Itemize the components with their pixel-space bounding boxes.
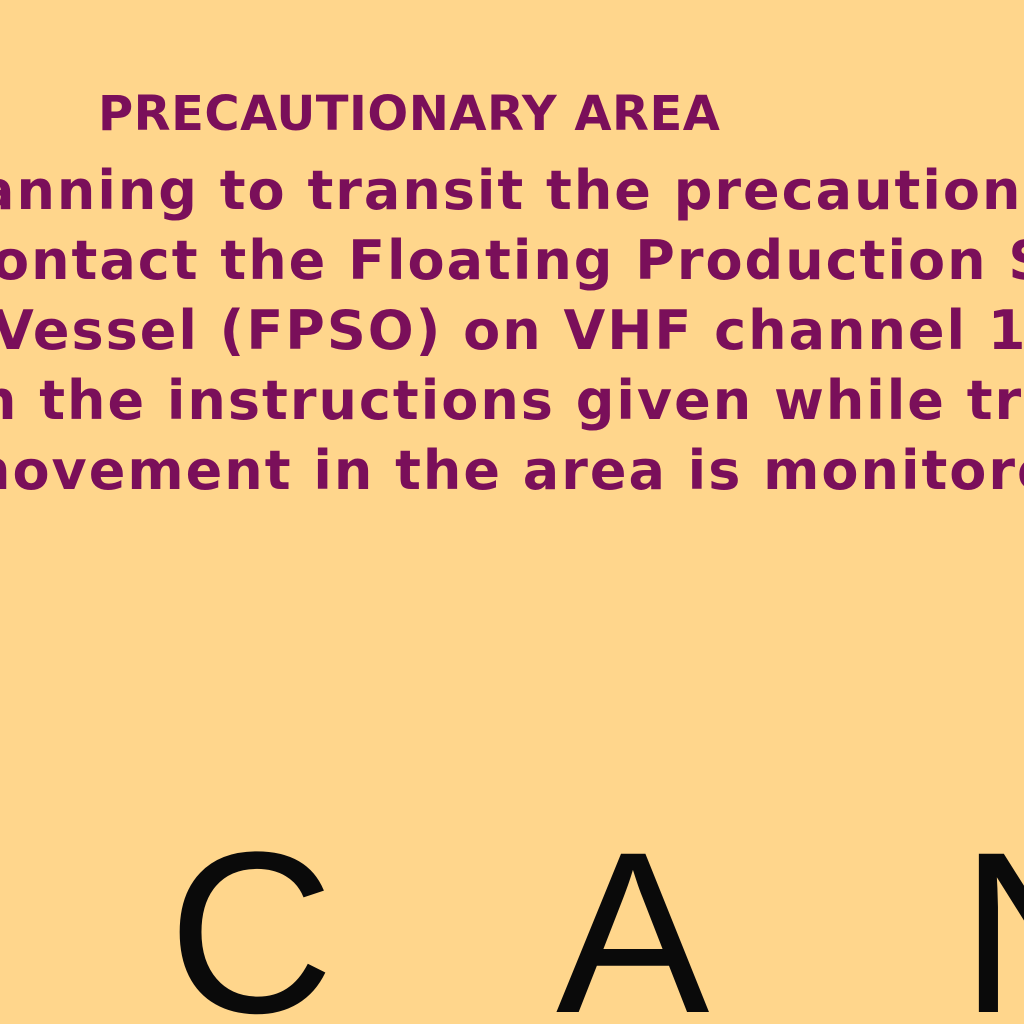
- place-label-letter-c: C: [168, 804, 335, 1024]
- note-line-5: novement in the area is monitored: [0, 439, 1024, 502]
- note-line-3: Vessel (FPSO) on VHF channel 16: [0, 299, 1024, 362]
- note-line-4: n the instructions given while transit: [0, 369, 1024, 432]
- note-line-1: anning to transit the precautionary: [0, 159, 1024, 222]
- place-label-letter-n: N: [960, 818, 1024, 1024]
- note-title: PRECAUTIONARY AREA: [98, 86, 721, 142]
- place-label-letter-a: A: [556, 804, 710, 1024]
- note-line-2: ontact the Floating Production Stora: [0, 229, 1024, 292]
